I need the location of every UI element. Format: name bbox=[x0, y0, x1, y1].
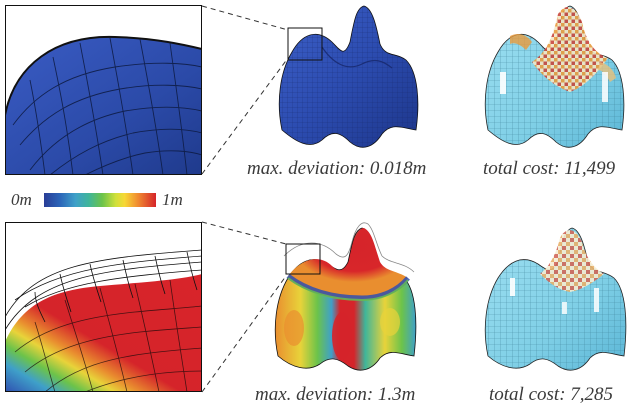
top-cost-surface bbox=[484, 5, 625, 148]
bottom-deviation-caption: max. deviation: 1.3m bbox=[255, 384, 416, 405]
top-zoom-inset bbox=[5, 5, 202, 175]
top-deviation-surface bbox=[278, 5, 419, 148]
top-cost-caption: total cost: 11,499 bbox=[483, 158, 616, 179]
bottom-deviation-surface bbox=[274, 222, 417, 371]
bottom-cost-surface bbox=[484, 227, 627, 371]
bottom-zoom-inset bbox=[5, 222, 202, 392]
top-deviation-caption: max. deviation: 0.018m bbox=[247, 158, 427, 179]
bottom-cost-caption: total cost: 7,285 bbox=[489, 384, 614, 405]
colorbar-max-label: 1m bbox=[162, 190, 183, 209]
colorbar bbox=[44, 193, 156, 207]
colorbar-min-label: 0m bbox=[11, 190, 32, 209]
